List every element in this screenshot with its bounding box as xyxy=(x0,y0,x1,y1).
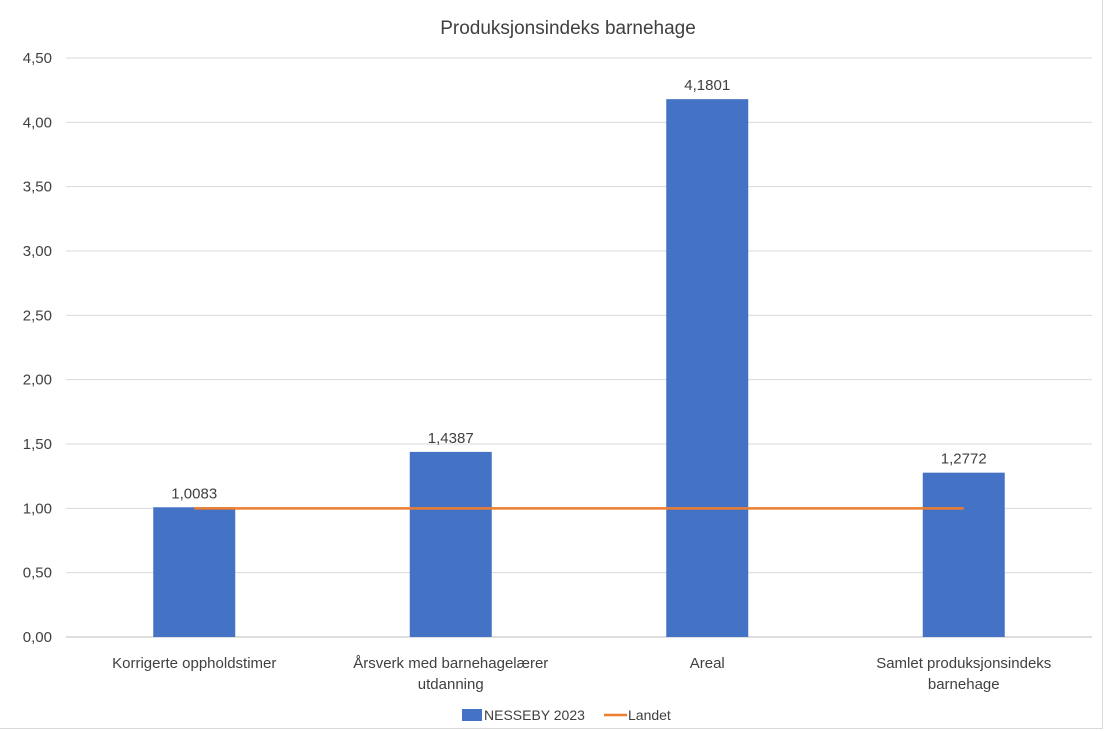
y-tick-label: 0,50 xyxy=(23,565,52,582)
bars xyxy=(153,99,1005,638)
data-label: 1,0083 xyxy=(171,485,217,502)
x-axis-categories: Korrigerte oppholdstimer Årsverk med barn… xyxy=(112,655,1051,693)
legend: NESSEBY 2023 Landet xyxy=(462,707,671,723)
x-category-label: Korrigerte oppholdstimer xyxy=(112,655,276,672)
bar xyxy=(666,99,749,638)
legend-label: NESSEBY 2023 xyxy=(484,707,585,723)
x-category-label: utdanning xyxy=(418,676,484,693)
y-tick-label: 3,00 xyxy=(23,243,52,260)
data-label: 1,2772 xyxy=(941,451,987,468)
bar xyxy=(922,472,1005,637)
legend-label: Landet xyxy=(628,707,671,723)
y-tick-label: 3,50 xyxy=(23,179,52,196)
y-tick-label: 0,00 xyxy=(23,629,52,646)
x-category-label: barnehage xyxy=(928,676,1000,693)
y-tick-label: 2,00 xyxy=(23,372,52,389)
y-tick-label: 1,00 xyxy=(23,500,52,517)
x-category-label: Areal xyxy=(690,655,725,672)
legend-swatch-bar xyxy=(462,709,482,721)
bar xyxy=(409,451,492,637)
chart-title: Produksjonsindeks barnehage xyxy=(440,18,696,39)
data-labels: 1,0083 1,4387 4,1801 1,2772 xyxy=(171,77,986,502)
y-tick-label: 1,50 xyxy=(23,436,52,453)
y-axis-ticks: 0,00 0,50 1,00 1,50 2,00 2,50 3,00 3,50 4,00 4,50 xyxy=(23,50,52,646)
data-label: 4,1801 xyxy=(684,77,730,94)
y-tick-label: 2,50 xyxy=(23,307,52,324)
y-tick-label: 4,50 xyxy=(23,50,52,67)
x-category-label: Samlet produksjonsindeks xyxy=(876,655,1051,672)
x-category-label: Årsverk med barnehagelærer xyxy=(353,655,548,672)
y-tick-label: 4,00 xyxy=(23,114,52,131)
gridlines xyxy=(66,57,1092,638)
data-label: 1,4387 xyxy=(428,430,474,447)
bar xyxy=(153,507,236,637)
